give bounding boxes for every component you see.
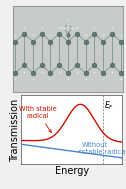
X-axis label: Energy: Energy bbox=[55, 166, 89, 176]
Text: $E_F$: $E_F$ bbox=[104, 100, 114, 112]
Text: Without
stable radical: Without stable radical bbox=[78, 142, 126, 155]
Y-axis label: Transmission: Transmission bbox=[10, 98, 20, 162]
Text: With stable
radical: With stable radical bbox=[19, 106, 56, 132]
